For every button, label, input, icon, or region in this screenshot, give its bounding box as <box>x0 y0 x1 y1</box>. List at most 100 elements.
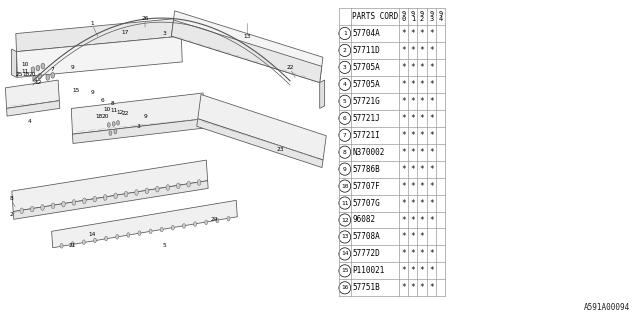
Text: *: * <box>420 97 424 106</box>
Text: *: * <box>420 114 424 123</box>
Text: 57721J: 57721J <box>352 114 380 123</box>
Text: *: * <box>420 215 424 225</box>
Text: *: * <box>420 148 424 157</box>
Text: 1: 1 <box>343 31 347 36</box>
Text: *: * <box>420 164 424 174</box>
Text: 6: 6 <box>343 116 347 121</box>
Text: 22: 22 <box>122 111 129 116</box>
Text: *: * <box>420 283 424 292</box>
Text: *: * <box>429 80 434 89</box>
Circle shape <box>112 122 115 126</box>
Circle shape <box>60 244 63 248</box>
Circle shape <box>108 123 110 127</box>
Text: *: * <box>420 63 424 72</box>
Text: 3: 3 <box>343 65 347 70</box>
Text: 25: 25 <box>15 72 23 77</box>
Text: *: * <box>410 232 415 242</box>
Circle shape <box>38 74 42 79</box>
Text: *: * <box>401 131 406 140</box>
Text: 9: 9 <box>90 91 94 95</box>
Text: 57751B: 57751B <box>352 283 380 292</box>
Text: *: * <box>401 63 406 72</box>
Text: P110021: P110021 <box>352 266 385 276</box>
Text: 6: 6 <box>100 98 104 103</box>
Text: 15: 15 <box>72 88 79 93</box>
Circle shape <box>31 67 35 73</box>
Polygon shape <box>52 200 237 248</box>
Text: *: * <box>401 114 406 123</box>
Text: 9
3: 9 3 <box>429 11 433 22</box>
Text: 9
4: 9 4 <box>438 11 443 22</box>
Text: 17: 17 <box>122 29 129 35</box>
Text: *: * <box>429 215 434 225</box>
Circle shape <box>41 63 45 69</box>
Circle shape <box>114 129 117 134</box>
Text: 7: 7 <box>343 133 347 138</box>
Text: 11: 11 <box>341 201 349 205</box>
Text: *: * <box>410 198 415 208</box>
Text: 11: 11 <box>110 108 117 114</box>
Text: 24: 24 <box>211 217 218 222</box>
Text: 1: 1 <box>90 21 94 26</box>
Circle shape <box>33 76 36 81</box>
Circle shape <box>127 233 130 237</box>
Circle shape <box>124 191 128 197</box>
Circle shape <box>187 181 191 187</box>
Polygon shape <box>17 36 182 77</box>
Circle shape <box>149 229 152 234</box>
Text: 18: 18 <box>22 72 29 77</box>
Text: *: * <box>420 266 424 276</box>
Text: 10: 10 <box>21 62 28 67</box>
Text: *: * <box>410 249 415 259</box>
Text: 26: 26 <box>141 16 148 20</box>
Text: *: * <box>429 131 434 140</box>
Polygon shape <box>12 49 17 77</box>
Text: 14: 14 <box>341 252 349 256</box>
Text: 57721I: 57721I <box>352 131 380 140</box>
Circle shape <box>93 238 97 243</box>
Text: *: * <box>420 80 424 89</box>
Text: 5: 5 <box>343 99 347 104</box>
Circle shape <box>166 185 170 190</box>
Text: 9: 9 <box>343 167 347 172</box>
Text: *: * <box>429 283 434 292</box>
Circle shape <box>72 200 76 205</box>
Text: *: * <box>420 181 424 191</box>
Circle shape <box>71 242 74 246</box>
Circle shape <box>93 196 97 202</box>
Text: *: * <box>401 164 406 174</box>
Text: *: * <box>410 181 415 191</box>
Text: 14: 14 <box>88 232 96 237</box>
Text: 13: 13 <box>341 235 349 239</box>
Text: *: * <box>429 249 434 259</box>
Text: *: * <box>410 114 415 123</box>
Text: *: * <box>429 29 434 38</box>
Circle shape <box>138 231 141 236</box>
Circle shape <box>36 65 40 71</box>
Text: *: * <box>401 97 406 106</box>
Text: 13: 13 <box>243 34 251 39</box>
Text: A591A00094: A591A00094 <box>584 303 630 312</box>
Text: 12: 12 <box>34 80 42 85</box>
Circle shape <box>83 240 85 244</box>
Circle shape <box>114 193 118 199</box>
Circle shape <box>145 188 148 194</box>
Text: *: * <box>420 232 424 242</box>
Text: *: * <box>410 148 415 157</box>
Text: *: * <box>420 198 424 208</box>
Text: *: * <box>410 63 415 72</box>
Text: *: * <box>429 97 434 106</box>
Text: 15: 15 <box>341 268 349 273</box>
Text: 3: 3 <box>163 31 166 36</box>
Text: 4: 4 <box>343 82 347 87</box>
Text: *: * <box>429 63 434 72</box>
Text: *: * <box>401 249 406 259</box>
Text: *: * <box>410 29 415 38</box>
Circle shape <box>160 227 163 232</box>
Polygon shape <box>6 101 60 116</box>
Text: *: * <box>420 29 424 38</box>
Text: *: * <box>410 97 415 106</box>
Text: *: * <box>429 114 434 123</box>
Text: 2: 2 <box>343 48 347 53</box>
Polygon shape <box>72 119 205 143</box>
